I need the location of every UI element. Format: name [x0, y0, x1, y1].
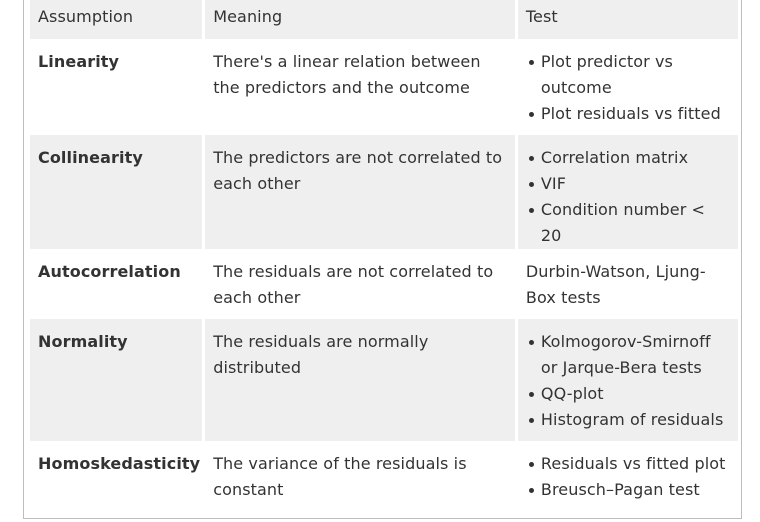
- meaning-cell: The predictors are not correlated to eac…: [205, 135, 515, 249]
- meaning-cell: The variance of the residuals is constan…: [213, 454, 467, 499]
- meaning-cell: The residuals are not correlated to each…: [213, 262, 494, 307]
- list-item: Residuals vs fitted plot: [528, 451, 730, 477]
- list-item: QQ-plot: [528, 381, 730, 407]
- header-test: Test: [517, 0, 738, 39]
- assumption-cell: Normality: [30, 319, 203, 441]
- test-list: Residuals vs fitted plot Breusch–Pagan t…: [526, 451, 730, 503]
- table-row: Homoskedasticity The variance of the res…: [30, 441, 738, 521]
- list-item: Histogram of residuals: [528, 407, 730, 433]
- table-row: Linearity There's a linear relation betw…: [30, 39, 738, 135]
- table-row: Collinearity The predictors are not corr…: [30, 135, 738, 249]
- test-list: Correlation matrix VIF Condition number …: [526, 145, 730, 249]
- test-cell: Durbin-Watson, Ljung-Box tests: [525, 262, 706, 307]
- meaning-cell: The residuals are normally distributed: [205, 319, 515, 441]
- header-meaning: Meaning: [205, 0, 515, 39]
- table-row: Normality The residuals are normally dis…: [30, 319, 738, 441]
- assumptions-table: Assumption Meaning Test Linearity There'…: [27, 0, 741, 521]
- list-item: Kolmogorov-Smirnoff or Jarque-Bera tests: [528, 329, 730, 381]
- test-cell: Plot predictor vs outcome Plot residuals…: [518, 39, 738, 135]
- test-cell: Kolmogorov-Smirnoff or Jarque-Bera tests…: [517, 319, 738, 441]
- assumption-cell: Homoskedasticity: [38, 454, 201, 473]
- list-item: Plot residuals vs fitted: [528, 101, 730, 127]
- test-list: Kolmogorov-Smirnoff or Jarque-Bera tests…: [526, 329, 730, 433]
- meaning-cell: There's a linear relation between the pr…: [213, 52, 481, 97]
- table-row: Autocorrelation The residuals are not co…: [30, 249, 738, 319]
- assumption-cell: Autocorrelation: [38, 262, 181, 281]
- table-header-row: Assumption Meaning Test: [30, 0, 738, 39]
- assumption-cell: Linearity: [38, 52, 120, 71]
- list-item: Correlation matrix: [528, 145, 730, 171]
- test-list: Plot predictor vs outcome Plot residuals…: [526, 49, 730, 127]
- list-item: Plot predictor vs outcome: [528, 49, 730, 101]
- list-item: VIF: [528, 171, 730, 197]
- list-item: Breusch–Pagan test: [528, 477, 730, 503]
- assumption-cell: Collinearity: [30, 135, 203, 249]
- header-assumption: Assumption: [30, 0, 203, 39]
- test-cell: Residuals vs fitted plot Breusch–Pagan t…: [518, 441, 738, 521]
- test-cell: Correlation matrix VIF Condition number …: [517, 135, 738, 249]
- list-item: Condition number < 20: [528, 197, 730, 249]
- table-frame: Assumption Meaning Test Linearity There'…: [23, 0, 742, 519]
